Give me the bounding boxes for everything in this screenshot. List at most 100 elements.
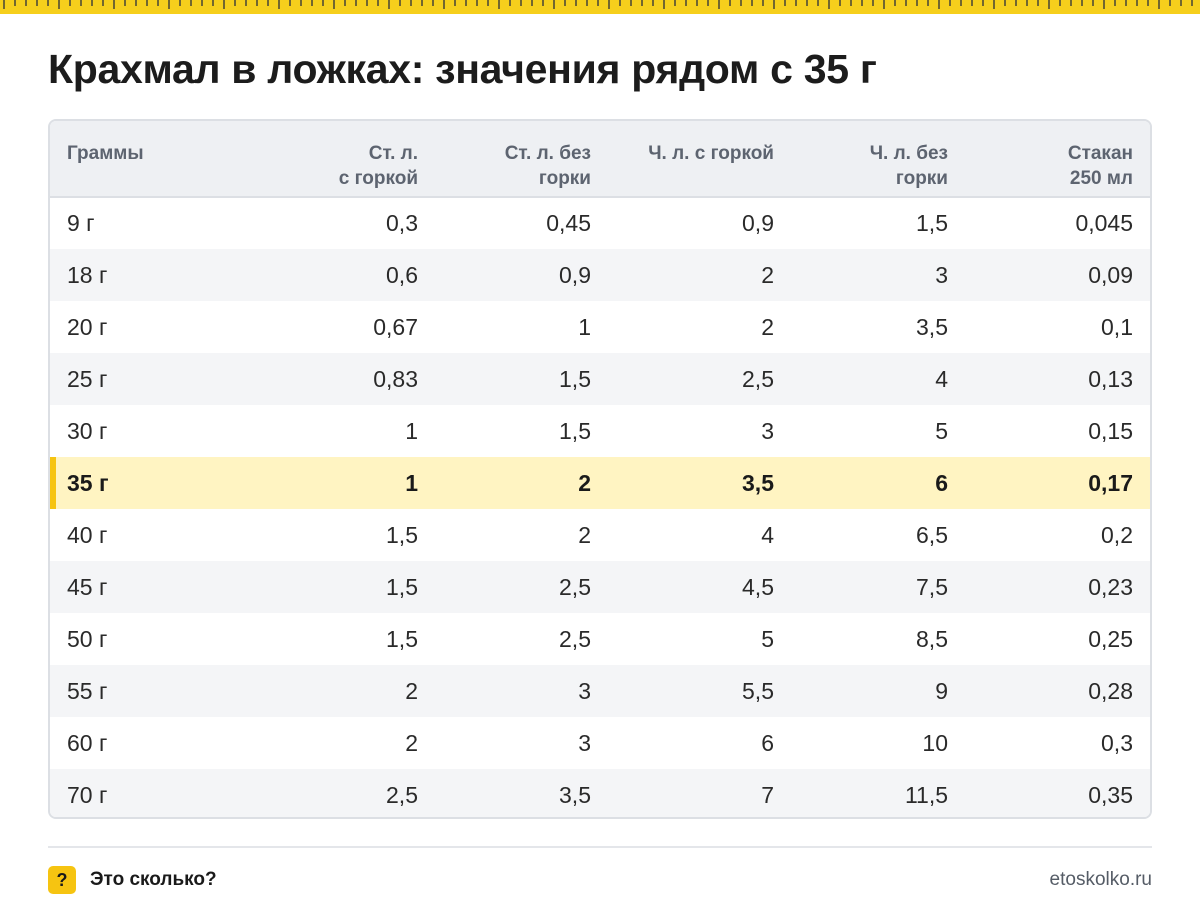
header-grams: Граммы (50, 121, 260, 198)
cell-tbsp-heaped: 0,67 (373, 313, 418, 340)
cell-tbsp-level: 3 (578, 677, 591, 704)
table-row: 70 г 2,5 3,5 7 11,5 0,35 (50, 769, 1150, 817)
cell-tsp-level: 10 (922, 729, 948, 756)
cell-cup: 0,23 (1088, 573, 1133, 600)
cell-tsp-level: 9 (935, 677, 948, 704)
cell-grams: 30 г (67, 417, 108, 444)
cell-cup: 0,25 (1088, 625, 1133, 652)
cell-cup: 0,2 (1101, 521, 1133, 548)
table-row: 30 г 1 1,5 3 5 0,15 (50, 405, 1150, 457)
footer-divider (48, 846, 1152, 848)
cell-tbsp-heaped: 0,6 (386, 261, 418, 288)
cell-grams: 50 г (67, 625, 108, 652)
cell-tsp-heaped: 0,9 (742, 210, 774, 236)
cell-cup: 0,1 (1101, 313, 1133, 340)
cell-tbsp-heaped: 2 (405, 677, 418, 704)
cell-tbsp-heaped: 0,83 (373, 365, 418, 392)
cell-tbsp-heaped: 1,5 (386, 625, 418, 652)
table-row: 18 г 0,6 0,9 2 3 0,09 (50, 249, 1150, 301)
cell-tbsp-heaped: 2,5 (386, 781, 418, 808)
cell-tsp-heaped: 2 (761, 261, 774, 288)
cell-grams: 70 г (67, 781, 108, 808)
site-url: etoskolko.ru (1049, 869, 1152, 890)
conversion-table: Граммы Ст. л. с горкой Ст. л. без горки … (48, 119, 1152, 819)
cell-tsp-heaped: 3 (761, 417, 774, 444)
ruler-strip (0, 0, 1200, 14)
table-row: 40 г 1,5 2 4 6,5 0,2 (50, 509, 1150, 561)
header-tsp-level: Ч. л. без горки (792, 121, 964, 198)
cell-tbsp-heaped: 0,3 (386, 210, 418, 236)
cell-tbsp-level: 2 (578, 469, 591, 496)
cell-grams: 40 г (67, 521, 108, 548)
cell-tbsp-level: 1,5 (559, 417, 591, 444)
cell-tsp-level: 6,5 (916, 521, 948, 548)
cell-tbsp-level: 3 (578, 729, 591, 756)
table-row: 55 г 2 3 5,5 9 0,28 (50, 665, 1150, 717)
header-cup-250ml: Стакан 250 мл (964, 121, 1150, 198)
brand-name: Это сколько? (90, 869, 217, 890)
cell-tbsp-level: 0,9 (559, 261, 591, 288)
cell-tbsp-level: 1 (578, 313, 591, 340)
header-tbsp-level: Ст. л. без горки (435, 121, 607, 198)
cell-tsp-heaped: 5,5 (742, 677, 774, 704)
cell-tsp-level: 11,5 (904, 781, 948, 808)
cell-tsp-level: 3,5 (916, 313, 948, 340)
header-line: Ст. л. без (504, 143, 591, 164)
table-row: 9 г 0,3 0,45 0,9 1,5 0,045 (50, 197, 1150, 249)
cell-tbsp-level: 1,5 (559, 365, 591, 392)
cell-grams: 60 г (67, 729, 108, 756)
cell-cup: 0,13 (1088, 365, 1133, 392)
cell-cup: 0,15 (1088, 417, 1133, 444)
header-line: Ч. л. с горкой (648, 143, 774, 164)
table-row: 60 г 2 3 6 10 0,3 (50, 717, 1150, 769)
header-line: Стакан (1067, 143, 1133, 164)
cell-grams: 18 г (67, 261, 108, 288)
cell-tsp-level: 5 (935, 417, 948, 444)
cell-tsp-heaped: 5 (761, 625, 774, 652)
cell-tsp-level: 3 (935, 261, 948, 288)
cell-cup: 0,045 (1075, 210, 1133, 236)
header-tbsp-heaped: Ст. л. с горкой (260, 121, 435, 198)
ruler-ticks (3, 0, 1193, 9)
question-mark-icon: ? (48, 866, 76, 894)
table-row: 25 г 0,83 1,5 2,5 4 0,13 (50, 353, 1150, 405)
header-line: Граммы (67, 143, 144, 164)
cell-tsp-heaped: 2,5 (742, 365, 774, 392)
cell-cup: 0,3 (1101, 729, 1133, 756)
cell-tsp-level: 8,5 (916, 625, 948, 652)
cell-cup: 0,35 (1088, 781, 1133, 808)
table-row: 20 г 0,67 1 2 3,5 0,1 (50, 301, 1150, 353)
cell-tsp-level: 7,5 (916, 573, 948, 600)
cell-tsp-heaped: 3,5 (742, 469, 774, 496)
cell-grams: 55 г (67, 677, 108, 704)
cell-tbsp-heaped: 1,5 (386, 521, 418, 548)
header-tsp-heaped: Ч. л. с горкой (607, 121, 792, 198)
cell-tbsp-level: 2,5 (559, 625, 591, 652)
cell-tbsp-heaped: 2 (405, 729, 418, 756)
cell-grams: 25 г (67, 365, 108, 392)
table-header-row: Граммы Ст. л. с горкой Ст. л. без горки … (50, 121, 1150, 198)
table-row: 50 г 1,5 2,5 5 8,5 0,25 (50, 613, 1150, 665)
header-line: 250 мл (1069, 168, 1133, 189)
table-row: 45 г 1,5 2,5 4,5 7,5 0,23 (50, 561, 1150, 613)
header-line: Ч. л. без (869, 143, 948, 164)
cell-tsp-heaped: 6 (761, 729, 774, 756)
cell-tsp-heaped: 7 (761, 781, 774, 808)
cell-grams: 20 г (67, 313, 108, 340)
header-line: Ст. л. (368, 143, 418, 164)
cell-tsp-level: 1,5 (916, 210, 948, 236)
cell-tbsp-heaped: 1,5 (386, 573, 418, 600)
table-row-highlighted: 35 г 1 2 3,5 6 0,17 (50, 457, 1150, 509)
cell-cup: 0,28 (1088, 677, 1133, 704)
cell-tsp-level: 4 (935, 365, 948, 392)
cell-tbsp-heaped: 1 (405, 417, 418, 444)
cell-tsp-heaped: 4 (761, 521, 774, 548)
cell-tbsp-level: 2 (578, 521, 591, 548)
cell-grams: 45 г (67, 573, 108, 600)
cell-tsp-heaped: 4,5 (742, 573, 774, 600)
cell-tsp-heaped: 2 (761, 313, 774, 340)
cell-tbsp-heaped: 1 (405, 469, 418, 496)
cell-cup: 0,17 (1088, 469, 1133, 496)
header-line: горки (895, 168, 948, 189)
cell-grams: 9 г (67, 210, 95, 236)
